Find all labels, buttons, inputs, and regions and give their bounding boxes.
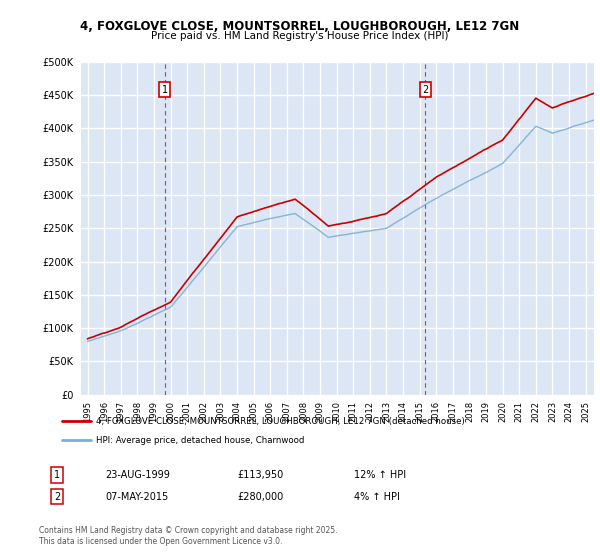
Text: Contains HM Land Registry data © Crown copyright and database right 2025.: Contains HM Land Registry data © Crown c… — [39, 526, 337, 535]
Text: 12% ↑ HPI: 12% ↑ HPI — [354, 470, 406, 480]
Text: 2: 2 — [422, 85, 428, 95]
Text: 4, FOXGLOVE CLOSE, MOUNTSORREL, LOUGHBOROUGH, LE12 7GN (detached house): 4, FOXGLOVE CLOSE, MOUNTSORREL, LOUGHBOR… — [96, 417, 465, 426]
Text: £280,000: £280,000 — [237, 492, 283, 502]
Text: 4, FOXGLOVE CLOSE, MOUNTSORREL, LOUGHBOROUGH, LE12 7GN: 4, FOXGLOVE CLOSE, MOUNTSORREL, LOUGHBOR… — [80, 20, 520, 32]
Text: Price paid vs. HM Land Registry's House Price Index (HPI): Price paid vs. HM Land Registry's House … — [151, 31, 449, 41]
Text: 23-AUG-1999: 23-AUG-1999 — [105, 470, 170, 480]
Text: HPI: Average price, detached house, Charnwood: HPI: Average price, detached house, Char… — [96, 436, 305, 445]
Text: 1: 1 — [54, 470, 60, 480]
Text: 4% ↑ HPI: 4% ↑ HPI — [354, 492, 400, 502]
Text: 1: 1 — [161, 85, 168, 95]
Text: 07-MAY-2015: 07-MAY-2015 — [105, 492, 168, 502]
Text: £113,950: £113,950 — [237, 470, 283, 480]
Text: This data is licensed under the Open Government Licence v3.0.: This data is licensed under the Open Gov… — [39, 537, 283, 546]
Text: 2: 2 — [54, 492, 60, 502]
